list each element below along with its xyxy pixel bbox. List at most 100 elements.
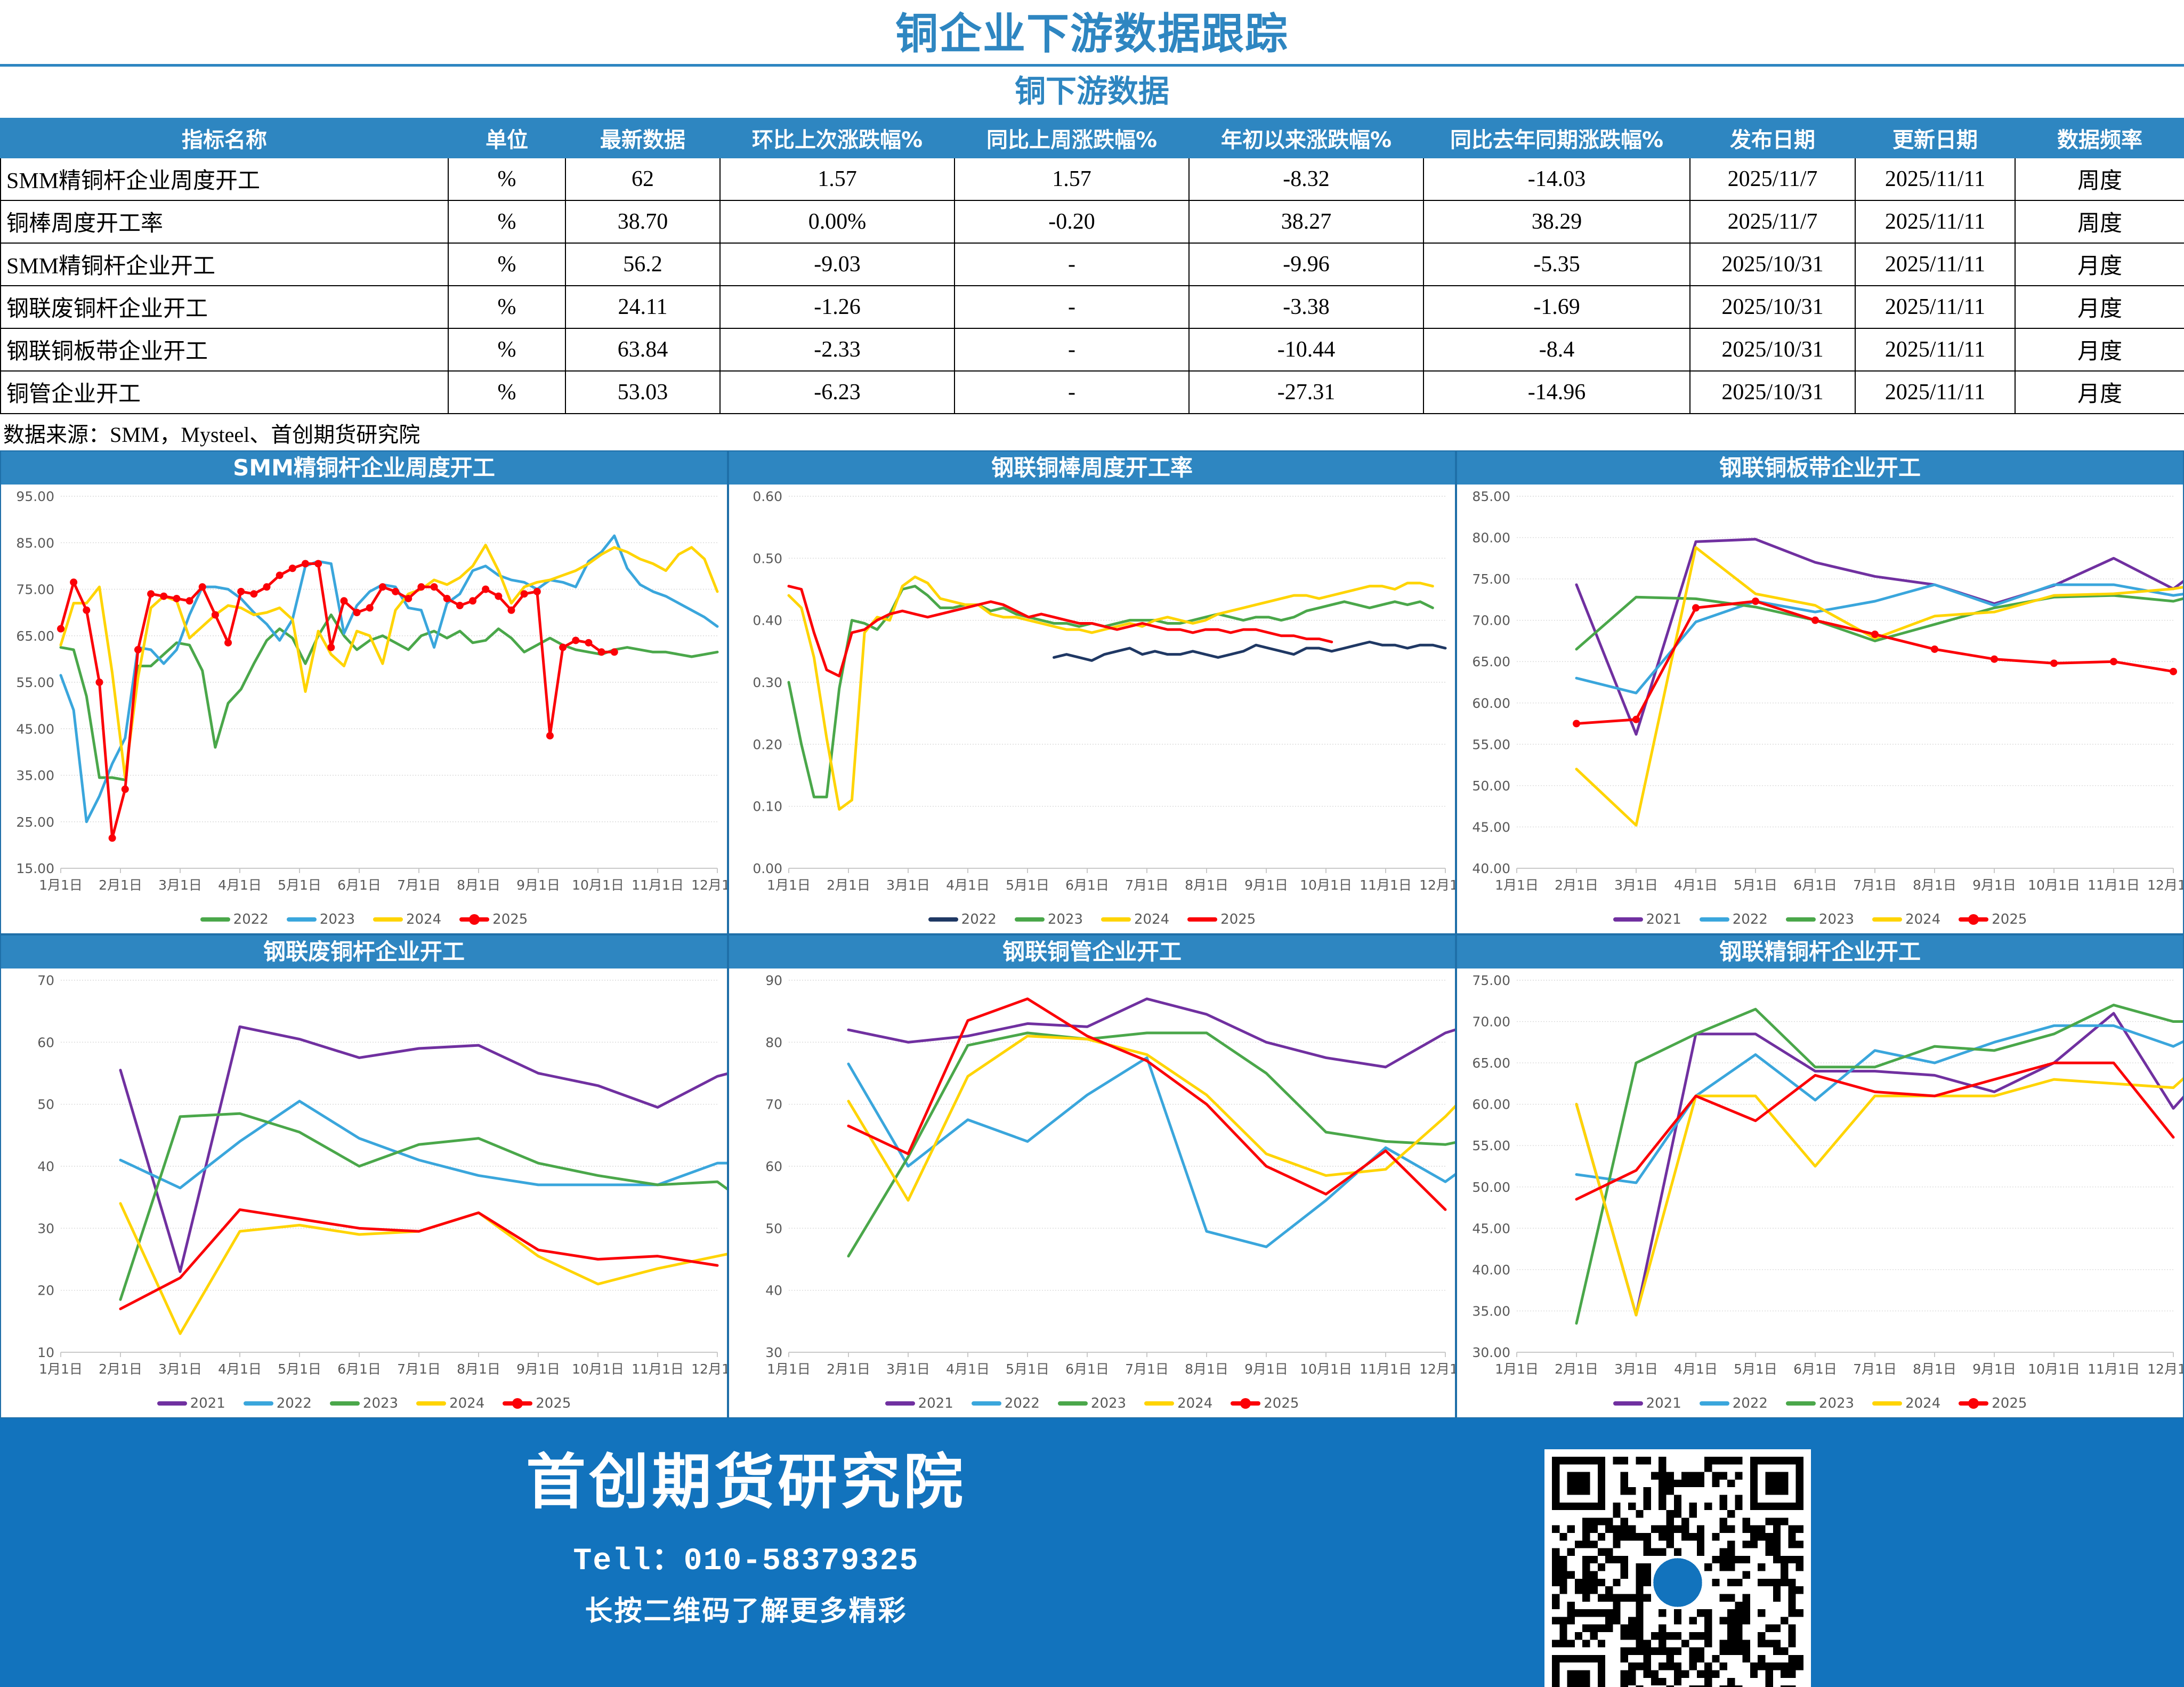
series-marker-2025 (520, 590, 528, 598)
series-marker-2025 (83, 606, 91, 614)
chart-card-mysteel-refined-copper-rod: 钢联精铜杆企业开工 30.00 35.00 40.00 45.00 50.00 55.00 6… (1456, 934, 2184, 1418)
legend-swatch-icon (1231, 1401, 1261, 1406)
legend-item-2024[interactable]: 2024 (1101, 911, 1169, 927)
series-marker-2025 (610, 648, 618, 656)
svg-text:7月1日: 7月1日 (1853, 877, 1897, 893)
legend-item-2024[interactable]: 2024 (373, 911, 441, 927)
legend-label: 2022 (1004, 1395, 1040, 1411)
legend-item-2022[interactable]: 2022 (1699, 1395, 1768, 1411)
legend-item-2021[interactable]: 2021 (1613, 1395, 1681, 1411)
series-marker-2025 (417, 583, 425, 591)
cell-update-date: 2025/11/11 (1855, 370, 2016, 414)
series-marker-2025 (597, 648, 605, 656)
cell-update-date: 2025/11/11 (1855, 327, 2016, 372)
legend-item-2023[interactable]: 2023 (286, 911, 355, 927)
cell-ytd: 38.27 (1188, 199, 1424, 244)
cell-ytd: -3.38 (1188, 285, 1424, 329)
cell-mom: 0.00% (719, 199, 955, 244)
svg-text:4月1日: 4月1日 (218, 877, 262, 893)
legend-item-2023[interactable]: 2023 (1785, 1395, 1854, 1411)
legend-item-2025[interactable]: 2025 (1231, 1395, 1299, 1411)
legend-item-2022[interactable]: 2022 (200, 911, 269, 927)
series-line-2021 (119, 1025, 727, 1273)
svg-text:8月1日: 8月1日 (457, 1361, 500, 1377)
chart-legend: 2021 2022 2023 2024 2025 (1, 1389, 727, 1417)
legend-item-2025[interactable]: 2025 (459, 911, 528, 927)
cell-unit: % (448, 285, 566, 329)
legend-label: 2023 (1818, 911, 1855, 927)
legend-item-2021[interactable]: 2021 (885, 1395, 953, 1411)
legend-swatch-icon (1187, 917, 1218, 922)
legend-item-2022[interactable]: 2022 (928, 911, 997, 927)
cell-mom: -6.23 (719, 370, 955, 414)
series-marker-2025 (70, 578, 78, 586)
legend-item-2022[interactable]: 2022 (971, 1395, 1040, 1411)
table-row: 钢联废铜杆企业开工% 24.11 -1.26- -3.38 -1.69 2025/10/3… (0, 285, 2184, 329)
legend-item-2021[interactable]: 2021 (1613, 911, 1681, 927)
legend-item-2025[interactable]: 2025 (503, 1395, 571, 1411)
series-line-2023 (119, 1112, 727, 1301)
cell-ytd: -9.96 (1188, 242, 1424, 286)
series-line-2025 (847, 997, 1447, 1211)
legend-item-2025[interactable]: 2025 (1959, 1395, 2027, 1411)
cell-publish-date: 2025/10/31 (1689, 285, 1856, 329)
cell-ytd: -27.31 (1188, 370, 1424, 414)
svg-text:90: 90 (765, 973, 782, 988)
legend-item-2023[interactable]: 2023 (1785, 911, 1855, 927)
legend-item-2023[interactable]: 2023 (1057, 1395, 1126, 1411)
series-marker-2025 (340, 596, 348, 604)
legend-item-2022[interactable]: 2022 (243, 1395, 312, 1411)
cell-wow: - (954, 327, 1190, 372)
legend-item-2024[interactable]: 2024 (1144, 1395, 1212, 1411)
svg-text:30.00: 30.00 (1472, 1345, 1510, 1360)
legend-label: 2022 (1732, 1395, 1768, 1411)
table-body: SMM精铜杆企业周度开工% 62 1.57 1.57 -8.32 -14.03 2025/1… (0, 157, 2184, 414)
legend-swatch-icon (928, 917, 958, 922)
legend-swatch-icon (1959, 1401, 1989, 1406)
chart-plot-area: 40.00 45.00 50.00 55.00 60.00 65.00 70.00 75.00… (1457, 484, 2183, 906)
title-divider (0, 64, 2184, 67)
legend-item-2023[interactable]: 2023 (329, 1395, 398, 1411)
legend-swatch-icon (1101, 917, 1131, 922)
legend-item-2021[interactable]: 2021 (157, 1395, 225, 1411)
series-marker-2025 (224, 639, 232, 647)
series-line-2023 (59, 534, 719, 823)
legend-label: 2022 (233, 911, 269, 927)
series-line-2024 (1575, 1077, 2183, 1317)
svg-text:50: 50 (37, 1096, 54, 1112)
legend-item-2025[interactable]: 2025 (1959, 911, 2027, 927)
series-marker-2025 (572, 636, 580, 644)
legend-item-2024[interactable]: 2024 (1872, 911, 1940, 927)
legend-swatch-icon (200, 917, 230, 922)
legend-item-2024[interactable]: 2024 (416, 1395, 484, 1411)
series-marker-2025 (134, 645, 142, 653)
col-update-date: 更新日期 (1855, 117, 2016, 158)
series-line-2024 (787, 575, 1434, 811)
col-mom: 环比上次涨跌幅% (719, 117, 955, 158)
legend-item-2024[interactable]: 2024 (1872, 1395, 1940, 1411)
svg-text:10月1日: 10月1日 (1300, 1361, 1352, 1377)
series-marker-2025 (314, 560, 322, 568)
legend-item-2025[interactable]: 2025 (1187, 911, 1256, 927)
chart-legend: 2022 2023 2024 2025 (729, 905, 1455, 933)
series-line-2025 (1575, 600, 2175, 725)
legend-label: 2021 (1646, 911, 1681, 927)
legend-item-2022[interactable]: 2022 (1699, 911, 1768, 927)
cell-publish-date: 2025/10/31 (1689, 242, 1856, 286)
chart-card-smm-refined-copper-rod-weekly: SMM精铜杆企业周度开工 15.00 25.00 35.00 45.00 55.00 65.… (0, 450, 728, 934)
col-latest: 最新数据 (565, 117, 721, 158)
svg-text:3月1日: 3月1日 (158, 1361, 202, 1377)
page-title: 铜企业下游数据跟踪 (895, 9, 1289, 59)
cell-unit: % (448, 199, 566, 244)
legend-swatch-icon (971, 1401, 1001, 1406)
legend-label: 2024 (1905, 911, 1941, 927)
series-marker-2025 (237, 587, 245, 595)
cell-yoy: -14.96 (1423, 370, 1690, 414)
series-marker-2025 (121, 785, 129, 793)
legend-item-2023[interactable]: 2023 (1014, 911, 1083, 927)
svg-text:50.00: 50.00 (1472, 1179, 1510, 1194)
cell-mom: -9.03 (719, 242, 955, 286)
col-unit: 单位 (448, 117, 566, 158)
qr-code[interactable] (1544, 1449, 1811, 1687)
svg-text:4月1日: 4月1日 (946, 1361, 990, 1377)
